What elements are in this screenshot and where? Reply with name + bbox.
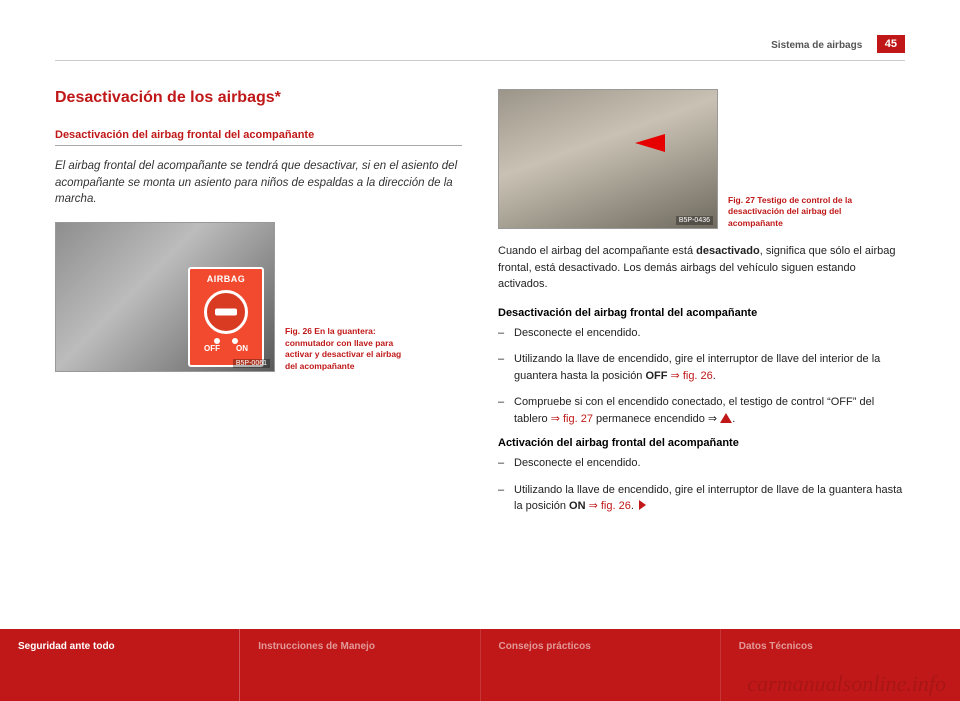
figure-27-image: B5P-0436 (498, 89, 718, 229)
figure-26-code: B5P-0061 (233, 359, 270, 368)
footer-nav: Seguridad ante todo Instrucciones de Man… (0, 629, 960, 701)
ref-fig-26: ⇒ fig. 26 (667, 370, 712, 382)
deactivation-heading: Desactivación del airbag frontal del aco… (498, 307, 905, 319)
figure-27-caption: Fig. 27 Testigo de control de la desacti… (728, 195, 858, 229)
step-check-indicator: –Compruebe si con el encendido conectado… (498, 394, 905, 427)
footer-tab-instrucciones[interactable]: Instrucciones de Manejo (240, 629, 480, 701)
figure-26-image: AIRBAG OFF ON B5P-0061 (55, 222, 275, 372)
activation-heading: Activación del airbag frontal del acompa… (498, 437, 905, 449)
figure-27: B5P-0436 Fig. 27 Testigo de control de l… (498, 89, 905, 229)
footer-tab-seguridad[interactable]: Seguridad ante todo (0, 629, 240, 701)
step-disconnect-ignition-2: –Desconecte el encendido. (498, 455, 905, 472)
figure-26: AIRBAG OFF ON B5P-0061 Fig. 26 En la gua… (55, 222, 462, 372)
footer-tab-consejos[interactable]: Consejos prácticos (481, 629, 721, 701)
page-header: Sistema de airbags 45 (55, 35, 905, 61)
airbag-switch-inset: AIRBAG OFF ON (188, 267, 264, 367)
manual-page: Sistema de airbags 45 Desactivación de l… (0, 0, 960, 701)
figure-26-caption: Fig. 26 En la guantera: conmutador con l… (285, 326, 415, 372)
airbag-on-label: ON (236, 344, 248, 353)
step-disconnect-ignition-1: –Desconecte el encendido. (498, 325, 905, 342)
section-title: Desactivación de los airbags* (55, 89, 462, 107)
figure-27-code: B5P-0436 (676, 216, 713, 225)
footer-tab-datos[interactable]: Datos Técnicos (721, 629, 960, 701)
ref-fig-27: ⇒ fig. 27 (551, 413, 593, 425)
breadcrumb: Sistema de airbags (771, 40, 862, 51)
arrow-indicator-icon (635, 134, 665, 152)
subsection-title: Desactivación del airbag frontal del aco… (55, 129, 462, 146)
airbag-switch-label: AIRBAG (190, 274, 262, 284)
page-number-badge: 45 (877, 35, 905, 53)
step-turn-key-off: –Utilizando la llave de encendido, gire … (498, 351, 905, 384)
paragraph-deactivated-note: Cuando el airbag del acompañante está de… (498, 243, 905, 293)
airbag-off-label: OFF (204, 344, 220, 353)
warning-icon (720, 413, 732, 423)
airbag-key-slot-icon (204, 290, 248, 334)
left-column: Desactivación de los airbags* Desactivac… (55, 89, 462, 525)
right-column: B5P-0436 Fig. 27 Testigo de control de l… (498, 89, 905, 525)
content-columns: Desactivación de los airbags* Desactivac… (55, 89, 905, 525)
intro-text: El airbag frontal del acompañante se ten… (55, 158, 462, 208)
continue-arrow-icon (639, 500, 646, 510)
step-turn-key-on: –Utilizando la llave de encendido, gire … (498, 482, 905, 515)
ref-fig-26-b: ⇒ fig. 26 (586, 500, 631, 512)
